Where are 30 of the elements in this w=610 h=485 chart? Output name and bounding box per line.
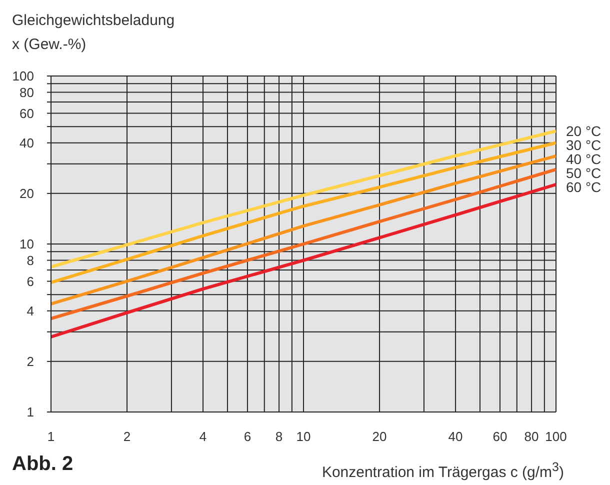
y-tick-label: 6 (26, 274, 34, 289)
series-label: 50 °C (566, 164, 602, 181)
y-axis-title: Gleichgewichtsbeladung x (Gew.-%) (12, 11, 175, 55)
x-tick-label: 4 (199, 429, 207, 444)
caption: Abb. 2 (12, 452, 74, 476)
x-tick-label: 8 (275, 429, 283, 444)
y-tick-label: 80 (20, 84, 34, 100)
series-label: 30 °C (566, 136, 602, 153)
y-tick-label: 60 (20, 106, 34, 121)
x-tick-label: 60 (492, 429, 508, 444)
y-tick-label: 40 (20, 135, 34, 150)
y-tick-label: 1 (26, 404, 34, 420)
x-tick-label: 100 (545, 429, 567, 444)
x-tick-label: 6 (244, 429, 252, 444)
x-tick-label: 2 (123, 429, 131, 444)
y-tick-label: 10 (20, 236, 34, 252)
series-label: 60 °C (566, 178, 602, 195)
x-tick-label: 1 (47, 429, 55, 444)
x-tick-label: 10 (296, 429, 311, 444)
x-tick-label: 80 (524, 429, 539, 444)
x-tick-label: 20 (372, 429, 387, 444)
series-label: 40 °C (566, 150, 602, 167)
series-label: 20 °C (566, 122, 602, 139)
y-tick-label: 100 (12, 68, 34, 84)
y-tick-label: 4 (26, 303, 34, 318)
x-axis-title: Konzentration im Trägergas c (g/m$^{3}$) (322, 459, 564, 483)
y-tick-label: 8 (26, 252, 34, 268)
y-tick-label: 2 (26, 354, 34, 370)
y-tick-label: 20 (20, 186, 34, 202)
x-tick-label: 40 (448, 429, 463, 444)
